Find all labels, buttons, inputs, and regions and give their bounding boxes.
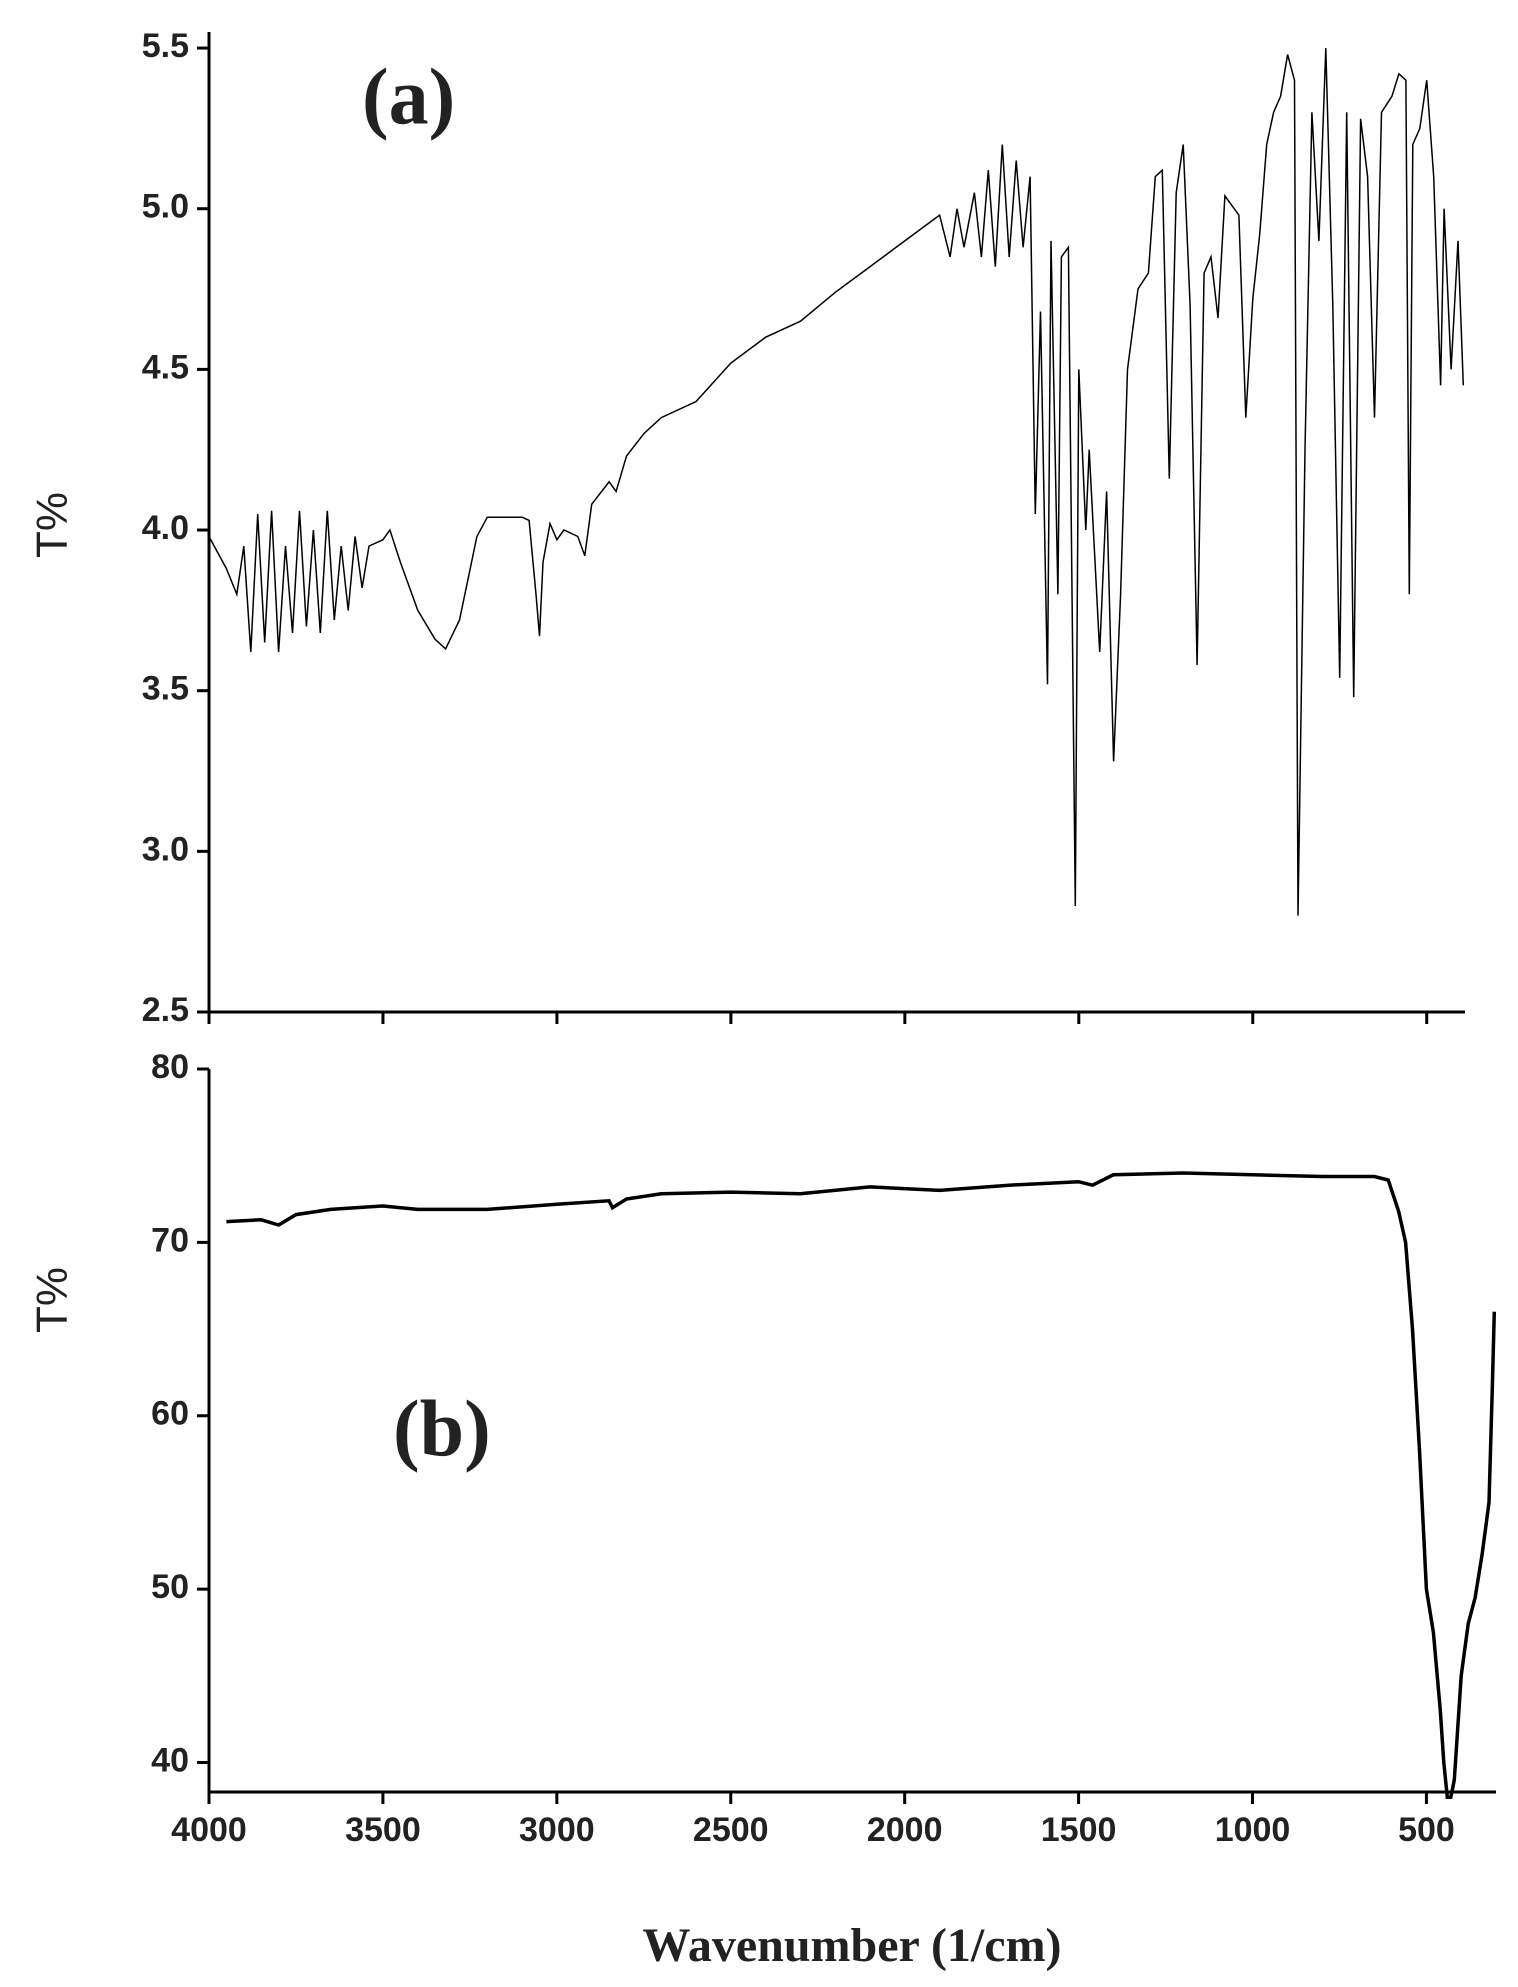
y-tick-label: 5.5 <box>142 27 189 65</box>
x-tick-label: 500 <box>1398 1811 1455 1849</box>
x-tick-label: 1000 <box>1215 1811 1291 1849</box>
y-tick-label: 4.0 <box>142 509 189 547</box>
y-tick-label: 40 <box>151 1742 189 1780</box>
spectrum-line <box>208 48 1465 916</box>
x-tick-label: 4000 <box>171 1811 247 1849</box>
y-axis-label: T% <box>28 492 77 558</box>
annotation: (a) <box>362 53 455 141</box>
x-tick-label: 3500 <box>345 1811 421 1849</box>
x-tick-label: 2000 <box>867 1811 943 1849</box>
x-tick-label: 1500 <box>1041 1811 1117 1849</box>
spectrum-line <box>226 1171 1497 1799</box>
x-tick-label: 2500 <box>693 1811 769 1849</box>
y-tick-label: 3.5 <box>142 670 189 708</box>
x-axis-label: Wavenumber (1/cm) <box>642 1919 1061 1972</box>
y-tick-label: 4.5 <box>142 348 189 386</box>
y-tick-label: 70 <box>151 1221 189 1259</box>
y-axis-label: T% <box>28 1267 77 1333</box>
x-tick-label: 3000 <box>519 1811 595 1849</box>
y-tick-label: 2.5 <box>142 991 189 1029</box>
y-tick-label: 60 <box>151 1395 189 1433</box>
annotation: (b) <box>393 1385 491 1473</box>
y-tick-label: 5.0 <box>142 188 189 226</box>
y-tick-label: 80 <box>151 1048 189 1086</box>
y-tick-label: 3.0 <box>142 830 189 868</box>
y-tick-label: 50 <box>151 1568 189 1606</box>
